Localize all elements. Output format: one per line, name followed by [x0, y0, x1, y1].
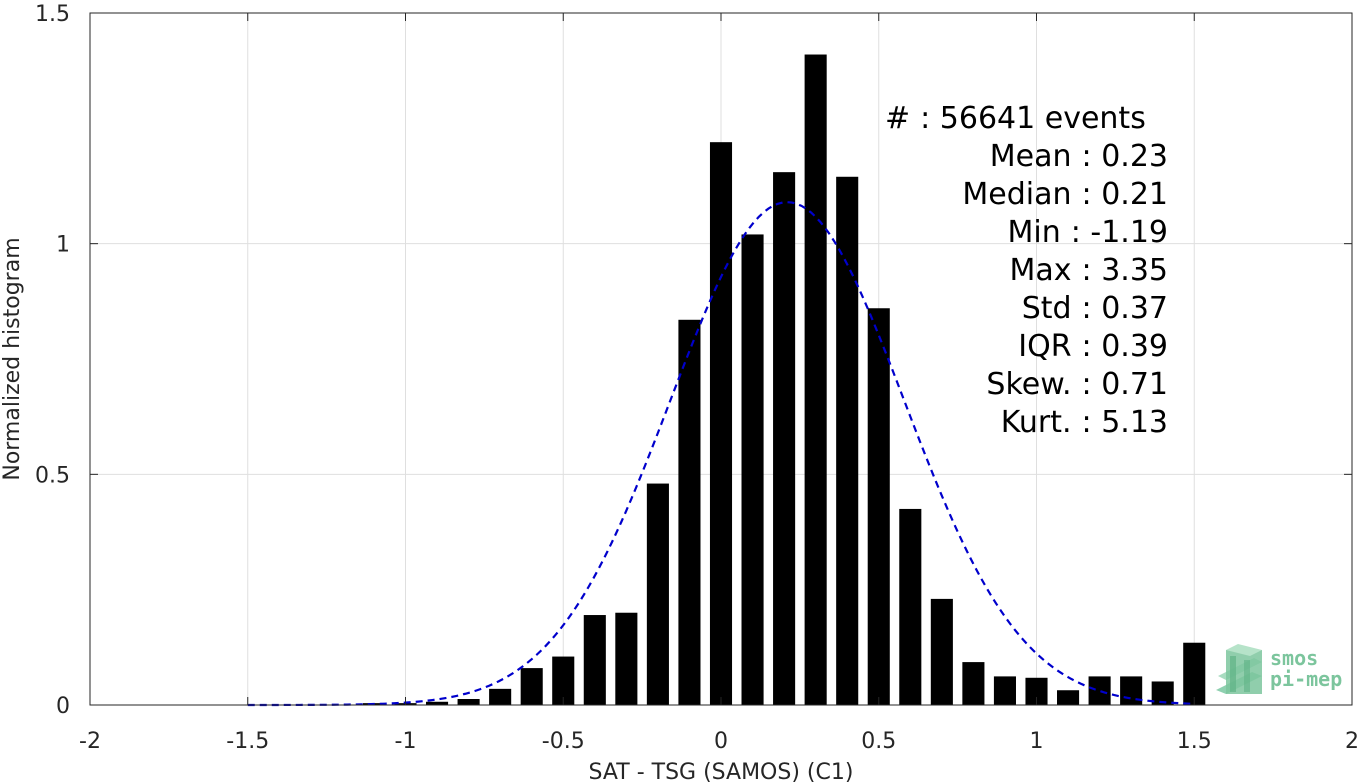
histogram-bar: [1151, 681, 1174, 705]
histogram-bar: [709, 142, 733, 705]
x-tick-label: 0.5: [861, 729, 896, 754]
smos-pi-mep-logo: smos pi-mep: [1216, 644, 1342, 694]
stat-value: : 0.37: [1082, 291, 1168, 326]
x-tick-label: -0.5: [542, 729, 585, 754]
histogram-bar: [962, 662, 985, 705]
y-tick-labels: 0 0.5 1 1.5: [35, 2, 70, 719]
stat-line: Mean : 0.23: [990, 139, 1168, 174]
y-tick-label: 0: [56, 694, 70, 719]
histogram-bar: [1025, 677, 1048, 705]
stat-value: : 5.13: [1082, 405, 1168, 440]
histogram-bar: [1057, 690, 1080, 705]
histogram-bar: [899, 508, 922, 705]
x-axis-label: SAT - TSG (SAMOS) (C1): [589, 760, 854, 784]
stat-label: Max: [1010, 253, 1072, 288]
x-tick-label: 2: [1345, 729, 1359, 754]
y-tick-label: 1.5: [35, 2, 70, 27]
stat-value: : -1.19: [1071, 215, 1168, 250]
stat-value: : 3.35: [1082, 253, 1168, 288]
stat-line: Median : 0.21: [962, 177, 1168, 212]
histogram-bar: [678, 319, 701, 705]
stat-line: Min : -1.19: [1008, 215, 1169, 250]
stat-label: Std: [1022, 291, 1072, 326]
stat-label: #: [885, 101, 910, 136]
x-tick-label: -2: [79, 729, 101, 754]
histogram-bar: [646, 483, 669, 705]
histogram-bar: [867, 308, 890, 705]
histogram-bar: [615, 612, 638, 705]
x-tick-label: 1.5: [1177, 729, 1212, 754]
x-tick-labels: -2 -1.5 -1 -0.5 0 0.5 1 1.5 2: [79, 729, 1359, 754]
logo-text-line2: pi-mep: [1270, 667, 1342, 691]
histogram-bar: [930, 598, 953, 705]
y-tick-label: 0.5: [35, 463, 70, 488]
stat-value: : 0.39: [1082, 329, 1168, 364]
stat-label: Kurt.: [1001, 405, 1072, 440]
stat-label: Mean: [990, 139, 1072, 174]
stat-value: : 0.21: [1082, 177, 1168, 212]
stat-line: Skew. : 0.71: [986, 367, 1168, 402]
histogram-bar: [993, 676, 1016, 705]
histogram-bar: [426, 701, 449, 705]
histogram-bars: [362, 54, 1206, 706]
stat-value: : 0.71: [1082, 367, 1168, 402]
logo-text-line1: smos: [1270, 646, 1318, 670]
x-tick-label: 1: [1030, 729, 1044, 754]
logo-layers-icon: [1216, 644, 1262, 694]
x-tick-label: -1: [395, 729, 417, 754]
histogram-bar: [552, 656, 575, 705]
stat-line: Std : 0.37: [1022, 291, 1168, 326]
histogram-bar: [836, 176, 859, 706]
stat-line: Max : 3.35: [1010, 253, 1168, 288]
stat-label: IQR: [1018, 329, 1071, 364]
histogram-bar: [583, 615, 606, 705]
stat-label: Skew.: [986, 367, 1071, 402]
histogram-bar: [804, 54, 827, 705]
x-tick-label: 0: [714, 729, 728, 754]
stat-line: # : 56641 events: [885, 101, 1146, 136]
histogram-bar: [520, 668, 543, 705]
stat-line: IQR : 0.39: [1018, 329, 1168, 364]
stat-label: Min: [1008, 215, 1061, 250]
histogram-bar: [457, 699, 480, 705]
y-axis-label: Normalized histogram: [0, 237, 25, 480]
y-tick-label: 1: [56, 233, 70, 258]
stat-value: : 0.23: [1082, 139, 1168, 174]
histogram-bar: [773, 172, 796, 705]
histogram-bar: [489, 688, 512, 705]
stat-line: Kurt. : 5.13: [1001, 405, 1168, 440]
x-tick-label: -1.5: [226, 729, 269, 754]
histogram-bar: [741, 234, 764, 705]
axis-ticks: [89, 12, 1353, 706]
stat-label: Median: [962, 177, 1071, 212]
histogram-bar: [1183, 642, 1206, 705]
histogram-bar: [1088, 676, 1111, 705]
stat-value: : 56641 events: [920, 101, 1146, 136]
